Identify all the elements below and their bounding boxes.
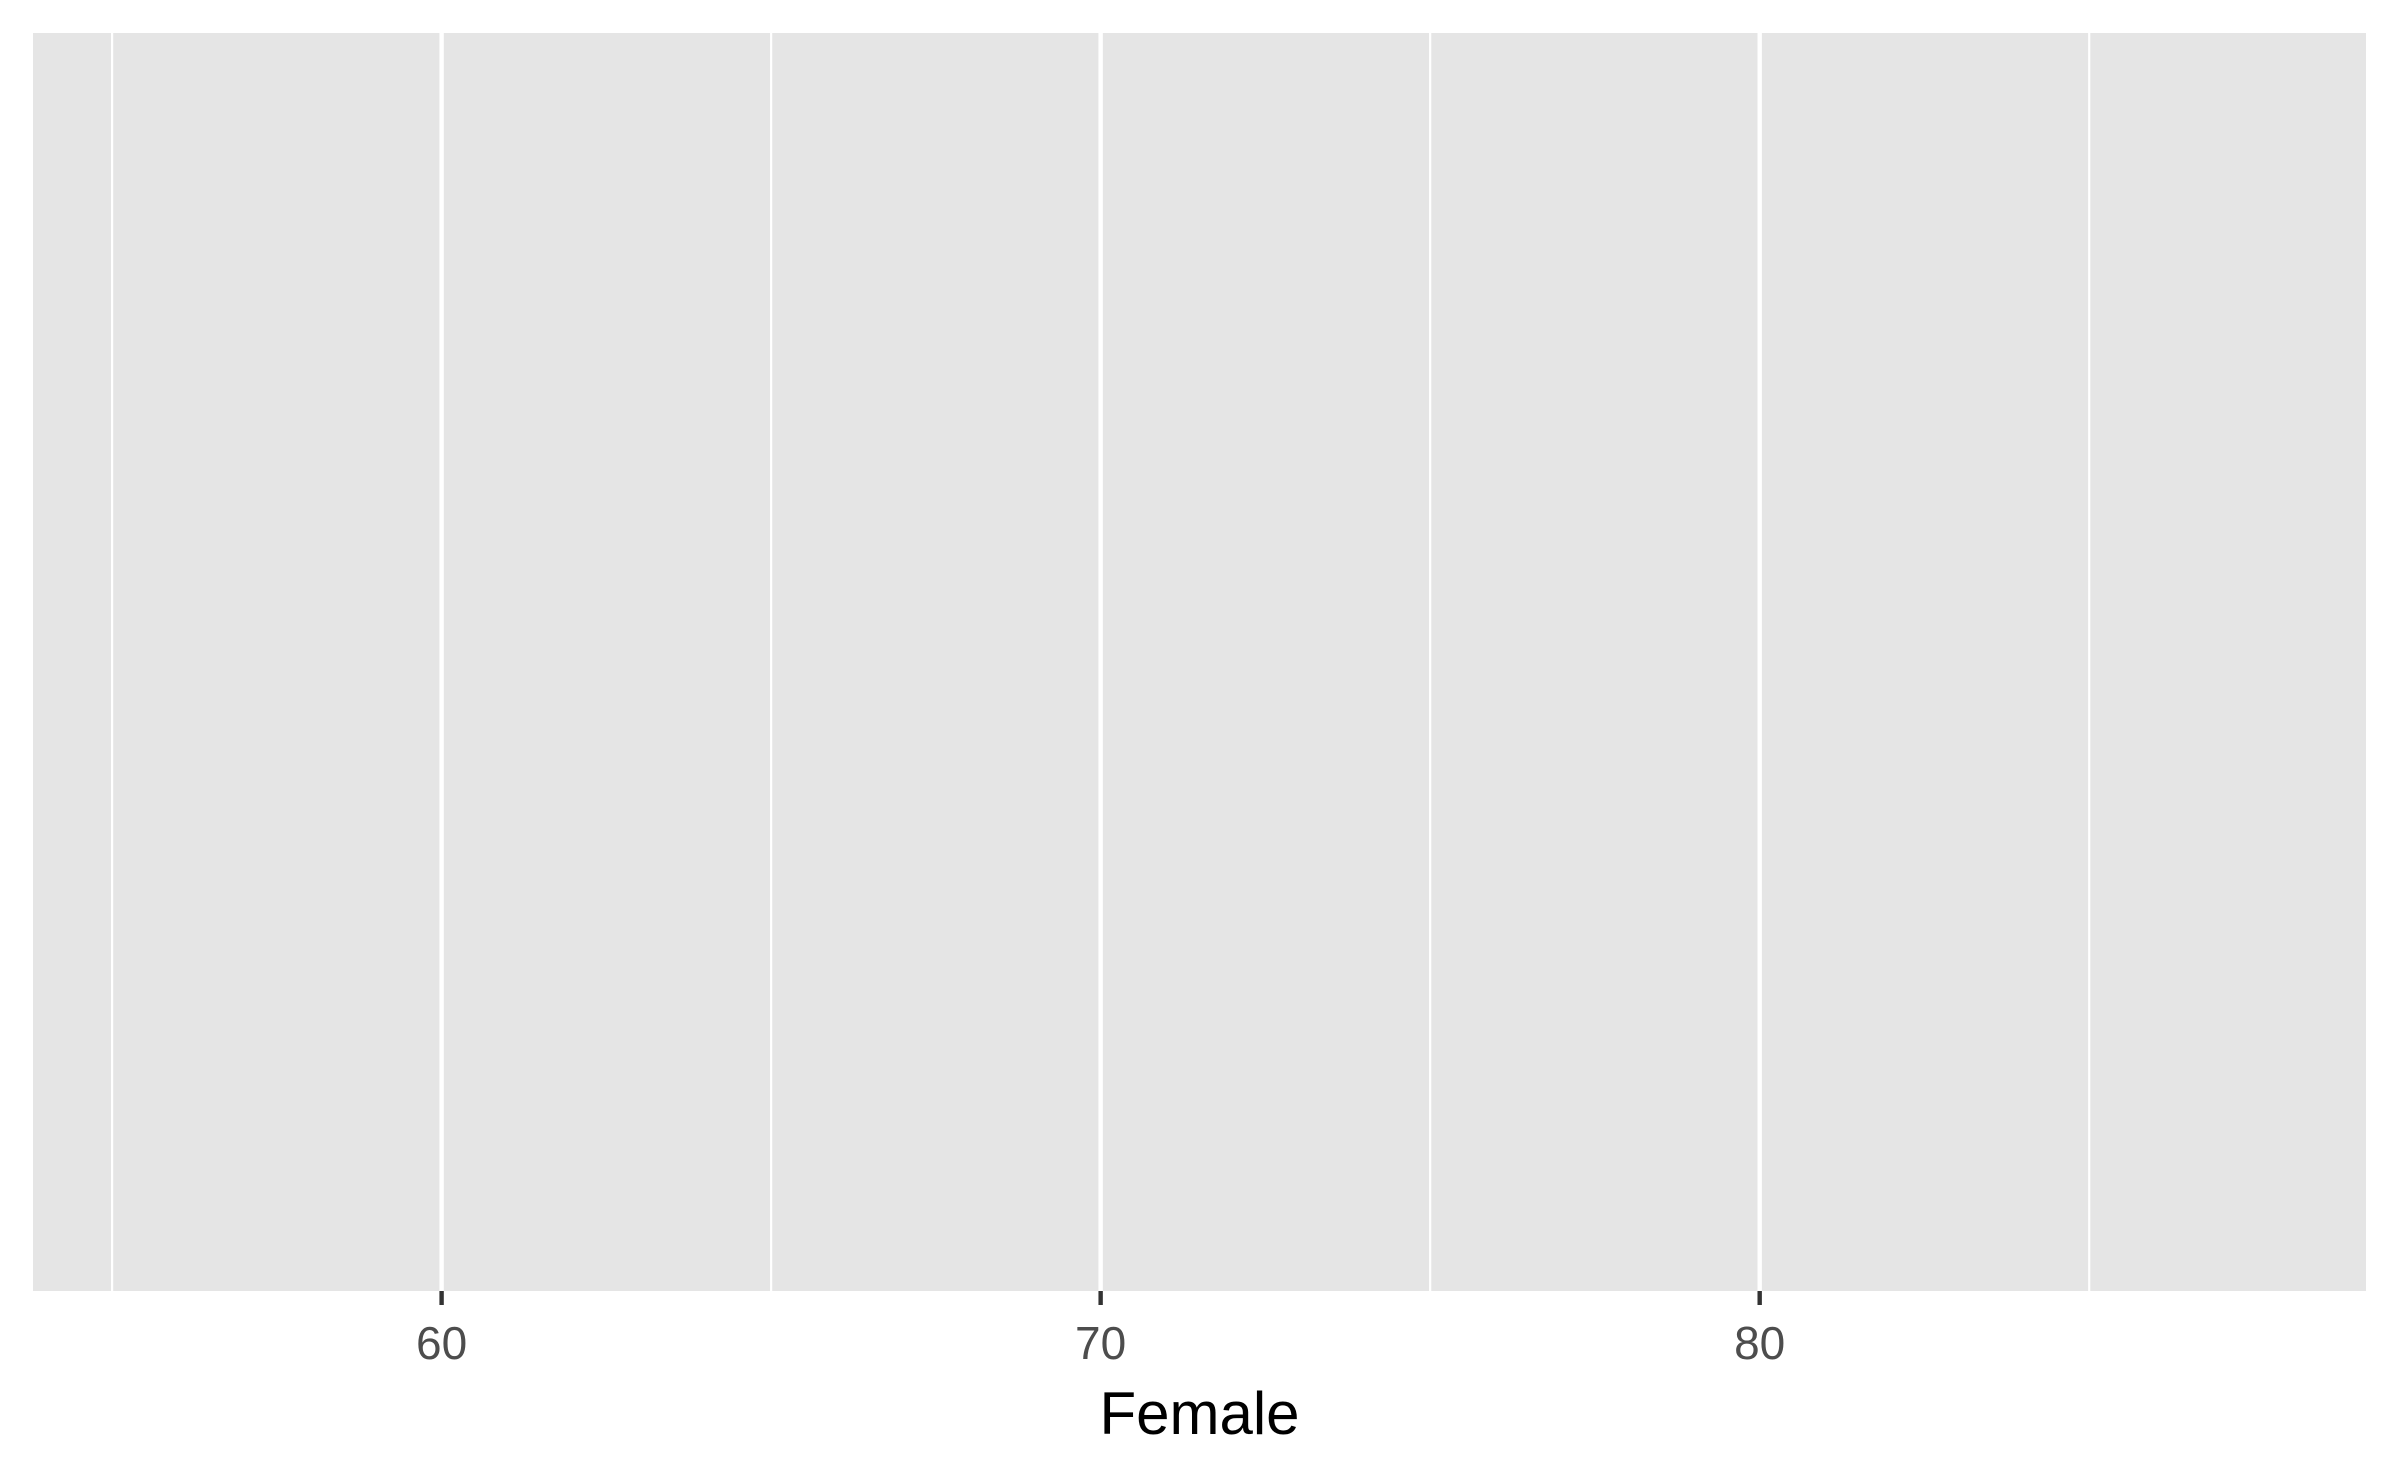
major-gridlines [439,33,1762,1291]
x-tick-label: 80 [1734,1317,1785,1369]
x-tick-label: 60 [416,1317,467,1369]
x-axis-title: Female [1099,1380,1299,1447]
x-tick-label: 70 [1075,1317,1126,1369]
plot-panel [33,33,2366,1291]
minor-gridlines [110,33,2091,1291]
x-axis-ticks [439,1291,1762,1305]
x-axis-tick-labels: 60 70 80 [416,1317,1785,1369]
